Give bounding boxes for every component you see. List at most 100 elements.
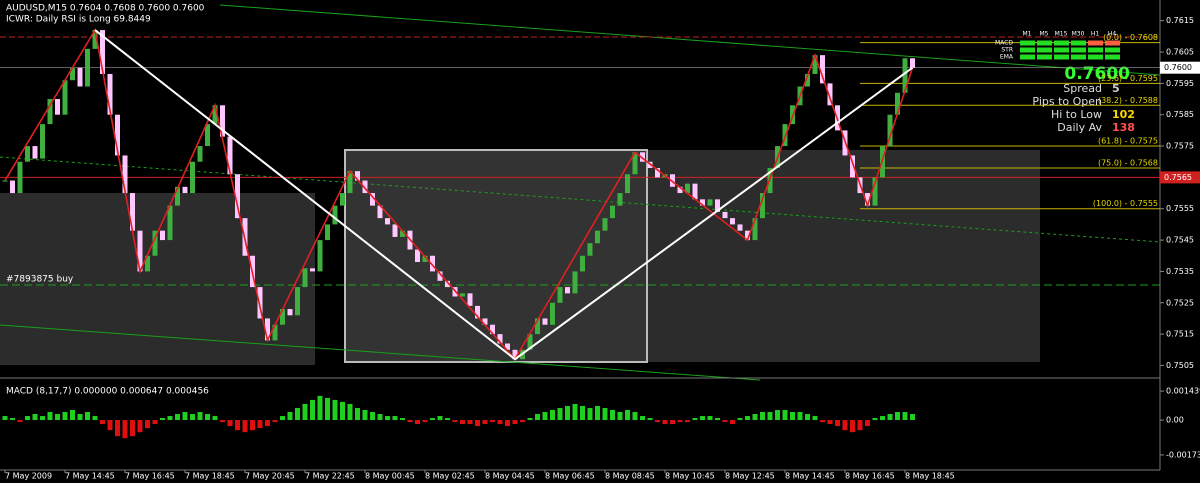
- macd-bar: [437, 416, 443, 421]
- candle: [100, 30, 105, 74]
- y-tick-label: 0.7615: [1166, 16, 1194, 25]
- candle: [400, 230, 405, 237]
- macd-bar: [805, 414, 810, 421]
- candle: [850, 155, 855, 178]
- macd-bar: [722, 420, 728, 423]
- grid-row-label: EMA: [1000, 54, 1014, 61]
- signal-cell: [1105, 47, 1120, 53]
- macd-bar: [280, 416, 285, 421]
- macd-bar: [640, 416, 645, 421]
- info-label: Pips to Open: [1032, 95, 1102, 108]
- fib-label: (75.0) - 0.7568: [1098, 158, 1158, 167]
- macd-bar: [190, 414, 195, 421]
- macd-bar: [782, 409, 788, 421]
- candle: [370, 193, 375, 206]
- macd-bar: [692, 418, 698, 421]
- candle: [167, 205, 173, 241]
- macd-bar: [62, 412, 68, 421]
- macd-bar: [355, 407, 360, 421]
- signal-cell: [1020, 40, 1035, 46]
- macd-bar: [362, 409, 368, 421]
- macd-bar: [430, 418, 435, 421]
- candle: [25, 146, 30, 162]
- macd-bar: [887, 414, 893, 421]
- y-tick-label: 0.7545: [1166, 236, 1194, 245]
- macd-bar: [475, 420, 480, 427]
- macd-bar: [160, 418, 165, 421]
- macd-bar: [790, 412, 795, 421]
- candle: [272, 324, 278, 341]
- candle: [47, 99, 53, 125]
- signal-cell: [1037, 40, 1052, 46]
- rsi-note: ICWR: Daily RSI is Long 69.8449: [6, 15, 151, 25]
- signal-cell: [1071, 54, 1086, 60]
- macd-bar: [152, 420, 158, 425]
- macd-bar: [842, 420, 848, 431]
- candle: [392, 224, 398, 237]
- macd-bar: [632, 412, 638, 421]
- macd-label: MACD (8,17,7) 0.000000 0.000647 0.000456: [6, 387, 209, 397]
- macd-bar: [385, 416, 390, 421]
- macd-bar: [167, 416, 173, 421]
- candle: [602, 218, 608, 231]
- macd-bar: [242, 420, 248, 433]
- y-tick-label: 0.7525: [1166, 298, 1194, 307]
- macd-bar: [137, 420, 143, 433]
- macd-bar: [377, 414, 383, 421]
- macd-bar: [265, 420, 270, 427]
- candle: [497, 334, 503, 344]
- candle: [355, 171, 360, 181]
- macd-bar: [227, 420, 233, 427]
- candle: [542, 318, 548, 325]
- signal-cell: [1020, 54, 1035, 60]
- candle: [55, 99, 60, 115]
- macd-bar: [895, 412, 900, 421]
- macd-bar: [235, 420, 240, 431]
- macd-bar: [257, 420, 263, 429]
- candle: [325, 224, 330, 241]
- signal-cell: [1037, 47, 1052, 53]
- y-tick-label: 0.7555: [1166, 204, 1194, 213]
- x-tick-label: 8 May 12:45: [725, 472, 775, 481]
- candle: [715, 199, 720, 212]
- macd-bar: [70, 409, 75, 421]
- candle: [160, 230, 165, 241]
- macd-bar: [490, 420, 495, 423]
- candle: [92, 30, 98, 49]
- x-tick-label: 8 May 18:45: [905, 472, 955, 481]
- macd-bar: [467, 420, 473, 425]
- candle: [145, 255, 150, 272]
- candle: [902, 58, 908, 93]
- macd-bar: [565, 405, 570, 421]
- price-label: 0.7600: [1164, 63, 1192, 72]
- candle: [302, 268, 308, 288]
- macd-bar: [445, 418, 450, 421]
- candle: [415, 249, 420, 263]
- x-tick-label: 8 May 06:45: [545, 472, 595, 481]
- macd-bar: [752, 414, 758, 421]
- candle: [467, 293, 473, 306]
- x-tick-label: 7 May 18:45: [185, 472, 235, 481]
- candle: [482, 318, 488, 325]
- order-label: #7893875 buy: [6, 275, 74, 285]
- y-tick-label: 0.7585: [1166, 110, 1194, 119]
- candle: [197, 146, 203, 162]
- macd-bar: [205, 414, 210, 421]
- macd-bar: [737, 418, 743, 421]
- macd-bar: [92, 416, 98, 421]
- shade-box: [648, 150, 1040, 362]
- macd-bar: [527, 418, 533, 421]
- candle: [895, 92, 900, 115]
- grid-col-label: M1: [1023, 31, 1032, 38]
- y-tick-label: 0.7515: [1166, 330, 1194, 339]
- major-zigzag-line: [94, 29, 914, 361]
- macd-bar: [677, 420, 683, 423]
- macd-bar: [902, 412, 908, 421]
- signal-cell: [1088, 54, 1103, 60]
- candle: [235, 174, 240, 219]
- macd-bar: [272, 420, 278, 423]
- signal-cell: [1088, 47, 1103, 53]
- candle: [310, 268, 315, 272]
- grid-row-label: MACD: [995, 40, 1013, 47]
- candle: [610, 205, 615, 219]
